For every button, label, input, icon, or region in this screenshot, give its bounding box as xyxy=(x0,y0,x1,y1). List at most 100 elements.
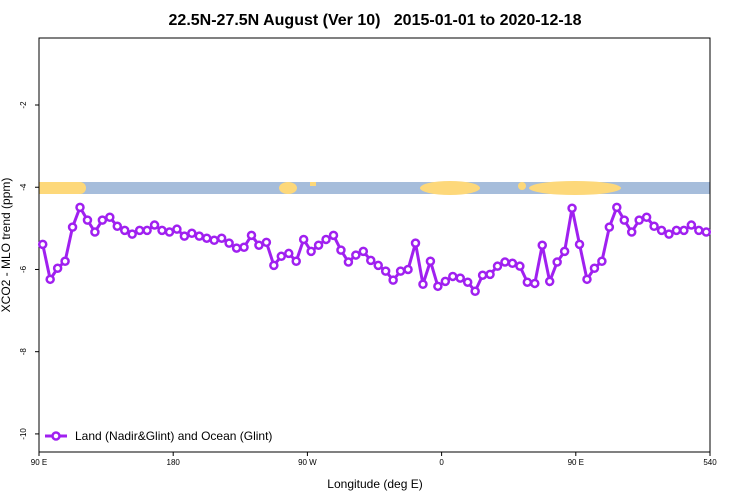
data-point xyxy=(492,261,503,271)
data-point xyxy=(105,212,115,222)
data-point xyxy=(291,256,301,266)
data-point xyxy=(261,237,272,248)
data-point xyxy=(254,240,264,250)
data-point xyxy=(366,255,376,266)
data-point xyxy=(269,260,279,271)
chart-title: 22.5N-27.5N August (Ver 10) 2015-01-01 t… xyxy=(169,12,582,29)
data-point xyxy=(194,231,205,241)
data-point xyxy=(671,225,682,236)
data-point xyxy=(37,239,48,250)
data-point xyxy=(604,222,615,232)
data-point xyxy=(701,227,712,237)
data-point xyxy=(187,228,197,239)
data-point xyxy=(127,229,137,239)
legend-marker xyxy=(51,431,61,441)
data-point xyxy=(45,274,55,285)
data-point xyxy=(276,251,287,262)
data-point xyxy=(433,281,443,292)
data-point xyxy=(589,263,600,273)
data-point xyxy=(537,240,547,250)
data-point xyxy=(351,250,361,260)
data-point xyxy=(626,227,637,237)
x-tick-label: 90 W xyxy=(298,458,317,467)
data-point xyxy=(328,230,339,241)
data-point xyxy=(142,225,152,236)
y-tick-label: -8 xyxy=(19,348,28,356)
x-tick-label: 90 E xyxy=(568,458,584,467)
data-point xyxy=(552,257,562,267)
data-point xyxy=(410,238,421,248)
x-tick-label: 180 xyxy=(167,458,181,467)
data-point xyxy=(612,202,622,213)
data-point xyxy=(462,277,473,287)
data-point xyxy=(373,260,383,271)
data-point xyxy=(686,220,697,230)
data-point xyxy=(544,276,555,287)
data-point xyxy=(67,222,78,232)
data-point xyxy=(619,215,630,225)
x-axis-label: Longitude (deg E) xyxy=(327,477,422,491)
data-point xyxy=(418,279,428,290)
data-point xyxy=(90,227,100,237)
data-point xyxy=(112,221,123,232)
data-point xyxy=(574,239,585,250)
data-point xyxy=(664,229,674,239)
x-tick-label: 90 E xyxy=(31,458,47,467)
data-point xyxy=(209,235,219,246)
x-tick-label: 0 xyxy=(439,458,444,467)
y-tick-label: -10 xyxy=(19,428,28,440)
data-point xyxy=(455,273,465,283)
data-point xyxy=(448,271,458,282)
land-ocean-map xyxy=(39,181,710,195)
data-point xyxy=(694,225,704,236)
data-point xyxy=(134,225,145,236)
plot-frame xyxy=(38,37,711,453)
data-point xyxy=(582,274,592,285)
data-point xyxy=(515,261,525,271)
y-axis-label: XCO2 - MLO trend (ppm) xyxy=(0,178,13,313)
y-tick-label: -2 xyxy=(19,101,28,109)
data-point xyxy=(641,212,652,222)
data-point xyxy=(306,246,316,257)
data-point xyxy=(388,275,398,285)
data-point xyxy=(321,234,331,245)
data-point xyxy=(440,276,451,287)
data-point xyxy=(559,246,570,257)
data-point xyxy=(119,225,130,236)
data-point xyxy=(224,238,234,248)
data-point xyxy=(202,233,212,243)
data-point xyxy=(239,242,249,253)
y-tick-label: -4 xyxy=(19,183,28,191)
data-point xyxy=(75,202,85,213)
series-line xyxy=(41,203,707,295)
data-point xyxy=(395,266,406,276)
data-point xyxy=(522,277,533,287)
data-point xyxy=(425,256,436,266)
data-point xyxy=(246,230,257,241)
y-tick-label: -6 xyxy=(19,265,28,273)
data-point xyxy=(313,240,324,250)
data-point xyxy=(649,221,659,232)
data-point xyxy=(179,231,190,241)
data-point xyxy=(336,245,346,255)
data-point xyxy=(597,256,607,266)
data-point xyxy=(82,215,93,225)
data-point xyxy=(149,220,160,230)
data-point xyxy=(358,246,369,257)
data-point xyxy=(470,286,480,297)
data-point xyxy=(52,263,63,273)
data-point xyxy=(380,266,391,276)
data-point xyxy=(284,248,294,259)
legend-label: Land (Nadir&Glint) and Ocean (Glint) xyxy=(75,429,272,443)
data-point xyxy=(634,215,644,225)
data-point xyxy=(679,225,689,236)
data-point xyxy=(567,203,577,213)
data-point xyxy=(172,224,182,234)
data-point xyxy=(231,243,242,253)
data-point xyxy=(343,257,354,267)
data-point xyxy=(507,258,518,269)
data-point xyxy=(530,278,540,289)
data-point xyxy=(477,270,488,280)
x-tick-label: 540 xyxy=(703,458,717,467)
